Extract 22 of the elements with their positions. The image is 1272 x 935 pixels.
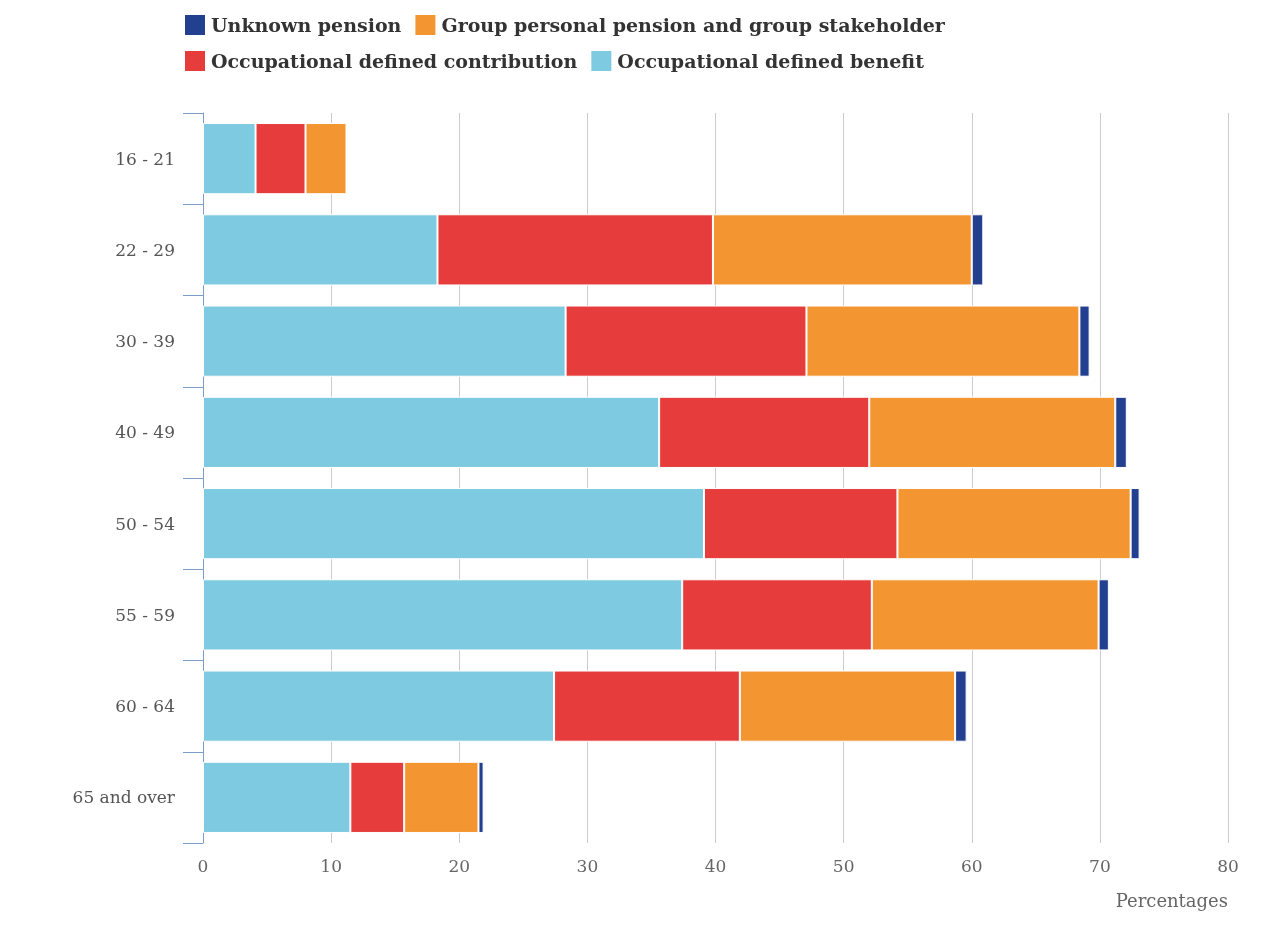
- legend-label: Occupational defined contribution: [211, 50, 578, 72]
- x-tick-label: 60: [960, 855, 983, 876]
- x-tick-label: 20: [448, 855, 471, 876]
- x-tick-label: 0: [197, 855, 209, 876]
- legend-label: Group personal pension and group stakeholder: [441, 14, 946, 36]
- y-tick-label: 16 - 21: [115, 148, 175, 169]
- legend-label: Unknown pension: [211, 14, 402, 36]
- x-tick-label: 10: [320, 855, 342, 876]
- y-tick-label: 50 - 54: [115, 513, 175, 534]
- x-tick-label: 30: [576, 855, 599, 876]
- y-tick-label: 30 - 39: [115, 331, 175, 352]
- x-axis-title: Percentages: [1115, 889, 1228, 911]
- legend-label: Occupational defined benefit: [617, 50, 925, 72]
- y-tick-label: 22 - 29: [115, 239, 175, 260]
- x-tick-label: 50: [832, 855, 855, 876]
- y-tick-label: 40 - 49: [115, 422, 175, 443]
- y-tick-label: 65 and over: [72, 787, 176, 808]
- y-tick-label: 60 - 64: [115, 696, 175, 717]
- x-tick-label: 80: [1217, 855, 1239, 876]
- x-tick-label: 40: [704, 855, 727, 876]
- x-tick-label: 70: [1089, 855, 1111, 876]
- y-tick-label: 55 - 59: [115, 604, 175, 625]
